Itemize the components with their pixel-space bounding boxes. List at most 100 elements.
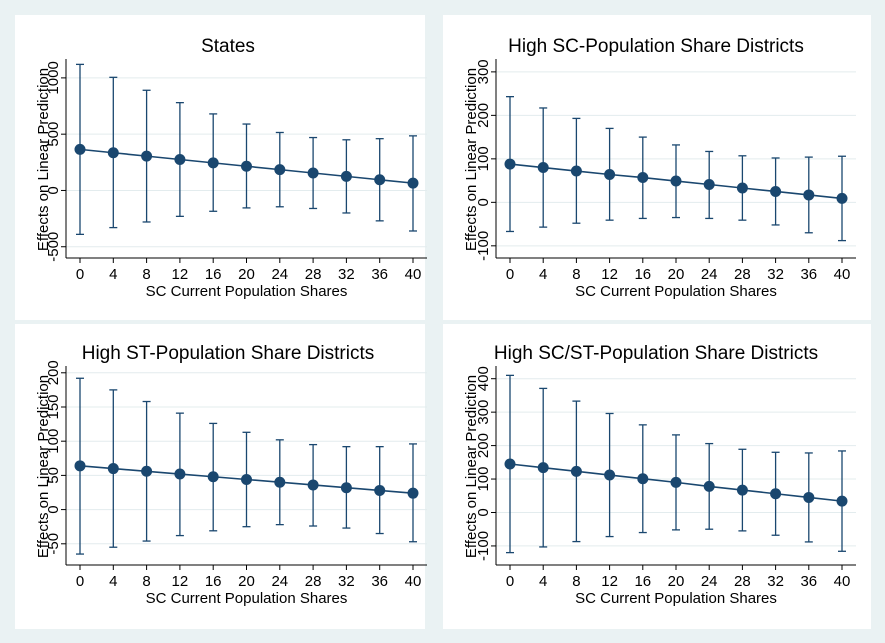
- data-point: [241, 160, 252, 172]
- data-point: [803, 491, 815, 503]
- y-tick-label: 0: [475, 508, 492, 516]
- data-point: [604, 469, 616, 481]
- data-point: [207, 471, 219, 483]
- data-point: [241, 473, 252, 485]
- x-tick-label: 16: [205, 573, 222, 590]
- x-tick-label: 20: [238, 573, 255, 590]
- x-tick-label: 28: [305, 266, 322, 283]
- x-tick-label: 36: [800, 266, 817, 283]
- chart-title: High SC-Population Share Districts: [508, 36, 804, 57]
- y-axis-title: Effects on Linear Prediction: [463, 375, 480, 558]
- x-tick-label: 0: [76, 266, 84, 283]
- x-tick-label: 24: [701, 266, 718, 283]
- y-tick-label: 0: [45, 186, 62, 194]
- data-point: [637, 473, 649, 485]
- x-tick-label: 12: [601, 573, 618, 590]
- data-point: [274, 476, 286, 488]
- x-tick-label: 32: [338, 573, 355, 590]
- y-axis-title: Effects on Linear Prediction: [35, 68, 52, 251]
- data-point: [307, 479, 319, 491]
- x-tick-label: 4: [109, 266, 117, 283]
- data-point: [174, 154, 186, 165]
- data-point: [836, 495, 848, 507]
- data-point: [537, 162, 549, 174]
- data-point: [504, 458, 516, 470]
- y-tick-label: 100: [45, 429, 62, 454]
- chart-panel: -100 0 100 200 300 400 0 4 8 12 16 20 24 28 32 36 40 SC C…: [443, 324, 871, 629]
- x-tick-label: 36: [800, 573, 817, 590]
- x-axis-title: SC Current Population Shares: [575, 283, 777, 300]
- x-tick-label: 20: [668, 573, 685, 590]
- data-point: [274, 164, 286, 176]
- y-tick-label: 100: [475, 467, 492, 492]
- data-point: [340, 170, 352, 182]
- x-tick-label: 24: [271, 266, 288, 283]
- data-point: [770, 185, 782, 197]
- y-tick-label: 200: [475, 103, 492, 128]
- data-point: [736, 484, 748, 496]
- y-tick-label: 300: [475, 59, 492, 84]
- y-tick-label: -100: [475, 531, 492, 561]
- y-tick-label: 50: [45, 467, 62, 484]
- data-point: [141, 465, 153, 477]
- chart-title: High ST-Population Share Districts: [82, 343, 375, 364]
- data-point: [703, 179, 715, 191]
- x-tick-label: 4: [539, 266, 547, 283]
- panel-background: [15, 15, 425, 320]
- x-tick-label: 36: [371, 573, 388, 590]
- chart-panel: -100 0 100 200 300 0 4 8 12 16 20 24 28 32 36 40 SC Curr…: [443, 15, 871, 320]
- y-tick-label: -50: [45, 533, 62, 555]
- data-point: [504, 158, 516, 170]
- y-tick-label: 200: [475, 433, 492, 458]
- x-tick-label: 40: [834, 266, 851, 283]
- x-tick-label: 36: [371, 266, 388, 283]
- data-point: [770, 488, 782, 500]
- y-tick-label: 300: [475, 400, 492, 425]
- y-tick-label: 200: [45, 360, 62, 385]
- data-point: [141, 150, 153, 162]
- data-point: [407, 487, 419, 499]
- data-point: [74, 143, 86, 155]
- chart-title: States: [201, 36, 255, 57]
- data-point: [570, 165, 582, 177]
- x-tick-label: 12: [172, 573, 189, 590]
- data-point: [174, 468, 186, 480]
- x-tick-label: 16: [205, 266, 222, 283]
- data-point: [537, 462, 549, 474]
- x-tick-label: 24: [271, 573, 288, 590]
- data-point: [407, 177, 419, 189]
- data-point: [107, 147, 119, 159]
- y-tick-label: 150: [45, 394, 62, 419]
- data-point: [736, 182, 748, 194]
- data-point: [340, 482, 352, 494]
- data-point: [803, 189, 815, 201]
- chart-title: High SC/ST-Population Share Districts: [494, 343, 818, 364]
- x-axis-title: SC Current Population Shares: [146, 283, 348, 300]
- y-tick-label: 0: [475, 198, 492, 206]
- data-point: [374, 174, 386, 186]
- x-tick-label: 12: [172, 266, 189, 283]
- x-tick-label: 16: [634, 266, 651, 283]
- x-tick-label: 28: [734, 573, 751, 590]
- x-tick-label: 0: [506, 573, 514, 590]
- data-point: [74, 460, 86, 472]
- x-tick-label: 8: [572, 573, 580, 590]
- chart-panel: -50 0 50 100 150 200 0 4 8 12 16 20 24 28 32 36 40 SC Cur…: [15, 324, 427, 629]
- data-point: [637, 172, 649, 184]
- x-tick-label: 8: [572, 266, 580, 283]
- x-tick-label: 20: [238, 266, 255, 283]
- panel-background: [15, 324, 425, 629]
- data-point: [570, 465, 582, 477]
- x-tick-label: 8: [142, 573, 150, 590]
- x-tick-label: 20: [668, 266, 685, 283]
- y-tick-label: -100: [475, 231, 492, 261]
- x-axis-title: SC Current Population Shares: [575, 590, 777, 607]
- y-tick-label: 100: [475, 146, 492, 171]
- data-point: [703, 480, 715, 492]
- data-point: [836, 192, 848, 204]
- x-tick-label: 40: [834, 573, 851, 590]
- x-tick-label: 32: [767, 266, 784, 283]
- x-tick-label: 16: [634, 573, 651, 590]
- data-point: [604, 169, 616, 181]
